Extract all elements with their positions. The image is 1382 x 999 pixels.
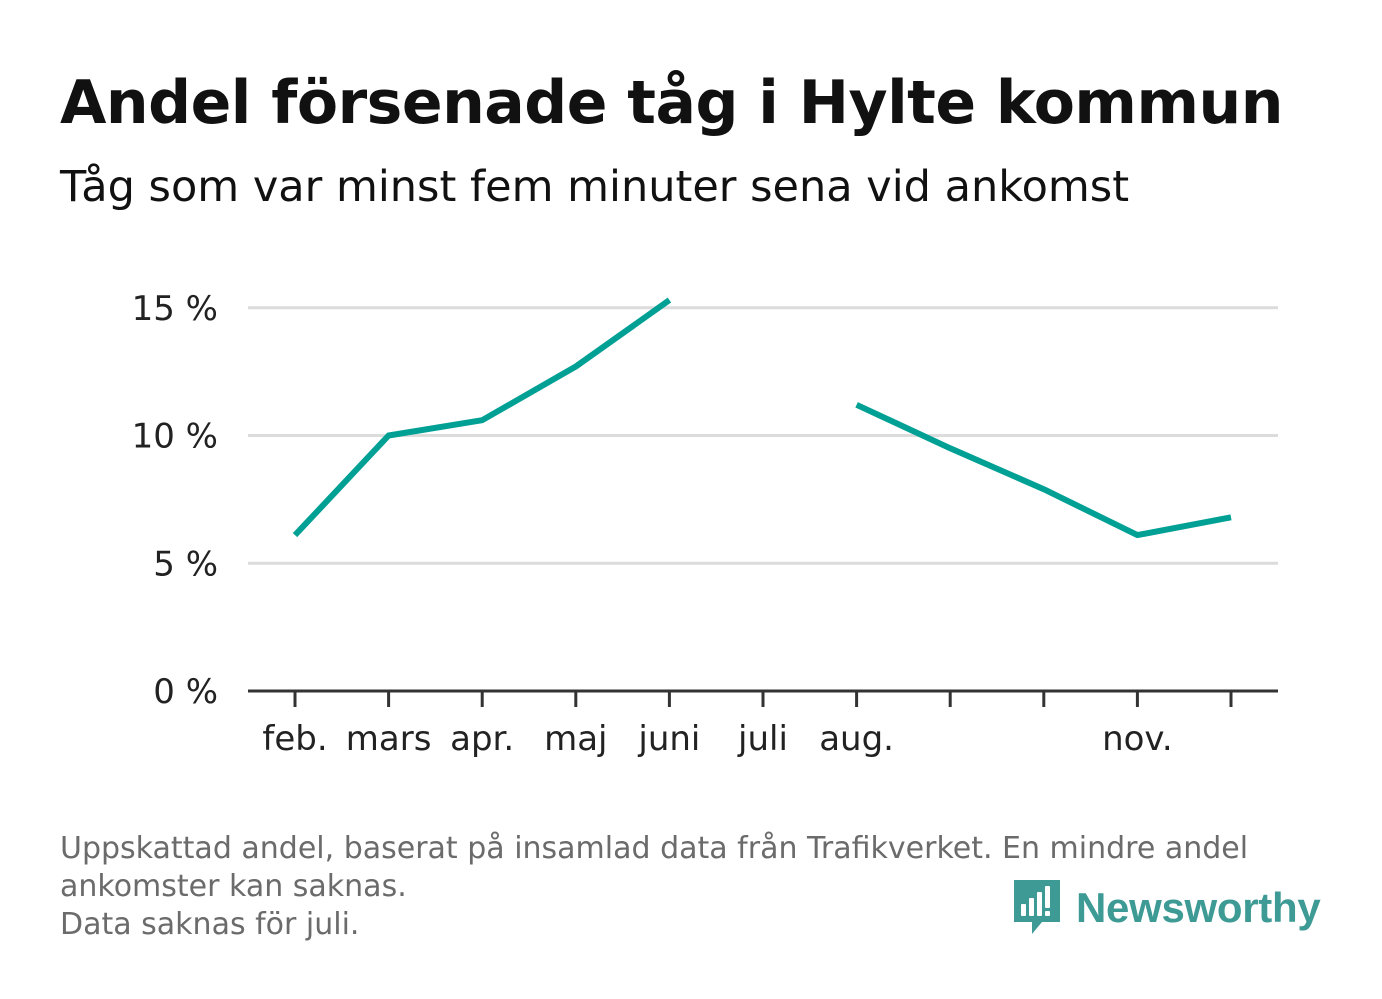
brand-name: Newsworthy (1076, 884, 1321, 931)
x-tick-label: aug. (819, 719, 894, 759)
footnote-line-3: Data saknas för juli. (60, 907, 360, 942)
gridlines (248, 306, 1278, 565)
x-tick-label: juni (637, 719, 700, 759)
footnote-line-2: ankomster kan saknas. (60, 869, 407, 904)
x-tick-label: mars (346, 719, 432, 759)
x-tick-label: nov. (1102, 719, 1173, 759)
brand-logo: Newsworthy (1012, 878, 1321, 938)
y-tick-label: 5 % (153, 544, 218, 584)
series-line-segment-1 (292, 297, 672, 538)
newsworthy-logo-icon (1014, 880, 1060, 934)
y-tick-label: 10 % (132, 417, 218, 457)
y-tick-label: 0 % (153, 672, 218, 712)
footnote: Uppskattad andel, baserat på insamlad da… (60, 830, 1320, 944)
x-tick-label: feb. (262, 719, 327, 759)
footnote-line-1: Uppskattad andel, baserat på insamlad da… (60, 831, 1249, 866)
series-line-segment-2 (855, 402, 1232, 539)
chart-subtitle: Tåg som var minst fem minuter sena vid a… (60, 162, 1130, 212)
series-lines (292, 297, 1232, 539)
x-axis: feb. mars apr. maj juni juli aug. nov. (248, 689, 1278, 759)
y-tick-label: 15 % (132, 289, 218, 329)
x-tick-label: maj (544, 719, 607, 759)
x-tick-label: juli (737, 719, 788, 759)
chart-title: Andel försenade tåg i Hylte kommun (60, 68, 1283, 138)
x-tick-label: apr. (450, 719, 514, 759)
y-axis-labels: 0 % 5 % 10 % 15 % (132, 289, 218, 712)
